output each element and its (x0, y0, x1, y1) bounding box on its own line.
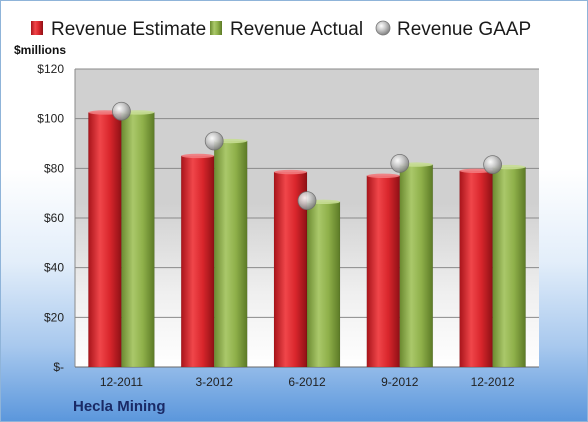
y-axis-unit-label: $millions (14, 43, 66, 57)
y-tick-label: $40 (44, 261, 64, 275)
revenue-estimate-bar-top (366, 173, 400, 178)
revenue-actual-legend-label: Revenue Actual (230, 19, 363, 40)
revenue-estimate-bar (459, 170, 493, 368)
revenue-actual-bar (121, 112, 155, 368)
y-tick-label: $- (53, 360, 64, 374)
revenue-estimate-legend-swatch (31, 21, 43, 35)
x-tick-label: 6-2012 (288, 375, 326, 389)
revenue-gaap-marker (112, 101, 131, 121)
revenue-estimate-bar (366, 175, 401, 368)
revenue-gaap-legend-label: Revenue GAAP (397, 19, 531, 40)
revenue-estimate-bar (180, 155, 215, 368)
y-tick-label: $120 (37, 62, 64, 76)
revenue-estimate-bar-top (274, 169, 307, 175)
y-tick-label: $60 (44, 211, 64, 225)
revenue-actual-bar (492, 166, 526, 368)
revenue-gaap-marker (204, 131, 224, 151)
revenue-gaap-marker (390, 153, 410, 173)
revenue-gaap-marker (483, 155, 503, 175)
y-tick-label: $20 (44, 310, 64, 324)
revenue-actual-bar (399, 164, 434, 368)
company-name: Hecla Mining (73, 398, 166, 415)
revenue-estimate-bar-top (459, 168, 493, 174)
x-tick-label: 9-2012 (381, 375, 419, 389)
x-tick-label: 12-2011 (100, 375, 143, 389)
x-tick-label: 3-2012 (196, 375, 234, 389)
revenue-estimate-bar-top (181, 153, 215, 159)
y-tick-label: $100 (37, 112, 64, 126)
revenue-actual-bar (306, 201, 341, 368)
revenue-estimate-bar (88, 112, 122, 368)
revenue-estimate-legend-label: Revenue Estimate (51, 19, 206, 40)
revenue-actual-legend-swatch (210, 21, 222, 35)
x-tick-label: 12-2012 (471, 375, 515, 389)
revenue-gaap-legend-swatch (375, 20, 391, 36)
revenue-actual-bar (213, 140, 248, 368)
revenue-gaap-marker (297, 191, 317, 211)
y-tick-label: $80 (44, 161, 64, 175)
